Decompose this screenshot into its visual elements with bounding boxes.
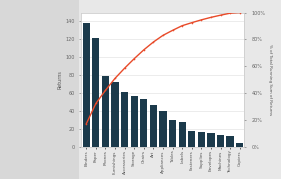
Y-axis label: Returns: Returns — [57, 70, 62, 89]
Bar — [159, 111, 167, 147]
Bar — [140, 99, 148, 147]
Y-axis label: % of Total Running Sum of Returns: % of Total Running Sum of Returns — [268, 44, 272, 115]
Bar — [178, 122, 186, 147]
Bar — [131, 96, 138, 147]
Bar — [207, 133, 214, 147]
Bar — [217, 135, 224, 147]
Bar — [121, 92, 128, 147]
Bar — [169, 120, 176, 147]
Bar — [150, 105, 157, 147]
Bar — [92, 38, 99, 147]
Bar — [102, 76, 109, 147]
Bar — [198, 132, 205, 147]
Bar — [112, 82, 119, 147]
Bar — [226, 136, 234, 147]
Bar — [188, 131, 195, 147]
Bar — [236, 143, 243, 147]
Bar — [83, 23, 90, 147]
